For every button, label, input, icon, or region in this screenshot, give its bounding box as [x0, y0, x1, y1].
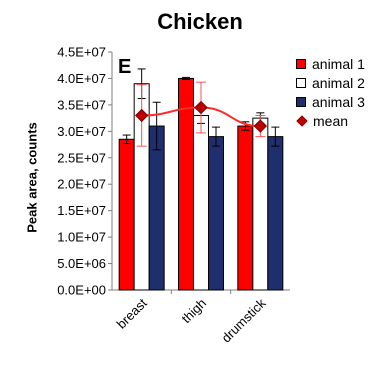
legend-label-animal-3: animal 3 — [312, 93, 365, 110]
legend-swatch-animal-1 — [296, 58, 306, 69]
legend: animal 1 animal 2 animal 3 mean — [296, 54, 365, 130]
legend-item-mean: mean — [296, 111, 365, 130]
x-tick-label: thigh — [179, 296, 210, 327]
bar-animal-2 — [252, 117, 269, 291]
x-tick-label: breast — [114, 295, 150, 331]
y-tick-label: 2.5E+07 — [57, 150, 106, 165]
y-tick-label: 3.0E+07 — [57, 124, 106, 139]
y-tick-label: 1.5E+07 — [57, 203, 106, 218]
legend-swatch-animal-3 — [296, 96, 306, 107]
chart-title: Chicken — [157, 9, 243, 34]
panel-label: E — [118, 56, 132, 78]
legend-marker-mean — [296, 114, 308, 127]
legend-label-animal-2: animal 2 — [312, 74, 365, 91]
bar-animal-1 — [118, 138, 135, 291]
y-tick-label: 5.0E+06 — [57, 256, 106, 271]
bar-animal-2 — [193, 114, 209, 291]
x-tick-label: drumstick — [219, 295, 269, 345]
legend-item-animal-3: animal 3 — [296, 92, 365, 111]
mean-marker — [253, 119, 268, 133]
bar-animal-3 — [267, 136, 284, 291]
y-tick-label: 1.0E+07 — [57, 230, 106, 245]
y-tick-label: 0.0E+00 — [57, 283, 106, 298]
y-tick-label: 4.0E+07 — [57, 71, 106, 86]
legend-label-animal-1: animal 1 — [312, 55, 365, 72]
y-tick-label: 4.5E+07 — [57, 45, 106, 60]
y-tick-label: 2.0E+07 — [57, 177, 106, 192]
mean-marker — [194, 100, 208, 115]
y-tick-label: 3.5E+07 — [57, 97, 106, 112]
bar-animal-3 — [148, 125, 165, 291]
bar-animal-1 — [237, 125, 254, 291]
legend-label-mean: mean — [313, 112, 349, 129]
legend-swatch-animal-2 — [296, 77, 306, 88]
legend-item-animal-2: animal 2 — [296, 73, 365, 92]
mean-marker — [134, 108, 149, 123]
bar-animal-3 — [208, 136, 224, 291]
legend-item-animal-1: animal 1 — [296, 54, 365, 73]
